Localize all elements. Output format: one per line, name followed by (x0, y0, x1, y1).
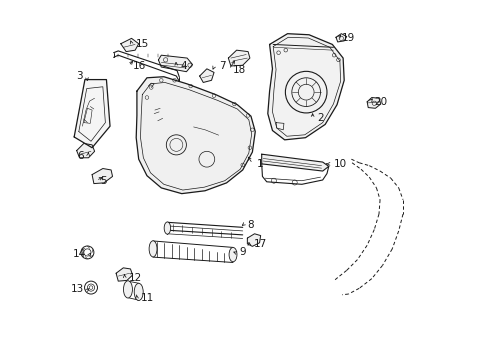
Text: 10: 10 (333, 159, 346, 169)
Text: 13: 13 (70, 284, 83, 294)
Text: 9: 9 (239, 247, 245, 257)
Ellipse shape (123, 281, 132, 298)
Text: 4: 4 (180, 61, 187, 71)
Text: 16: 16 (132, 61, 145, 71)
Polygon shape (247, 234, 260, 246)
Polygon shape (136, 77, 255, 194)
Text: 3: 3 (76, 71, 82, 81)
Polygon shape (77, 143, 94, 158)
Text: 20: 20 (373, 97, 386, 107)
Text: 18: 18 (233, 64, 246, 75)
Text: 17: 17 (253, 239, 266, 249)
Polygon shape (74, 80, 110, 148)
Text: 11: 11 (141, 293, 154, 303)
Text: 8: 8 (247, 220, 253, 230)
Text: 12: 12 (129, 273, 142, 283)
Text: 15: 15 (136, 40, 149, 49)
Polygon shape (121, 39, 139, 51)
Polygon shape (261, 154, 328, 171)
Ellipse shape (228, 247, 237, 262)
Ellipse shape (164, 222, 170, 234)
Polygon shape (92, 168, 112, 184)
Polygon shape (158, 55, 192, 72)
Polygon shape (267, 34, 344, 140)
Polygon shape (335, 34, 346, 42)
Ellipse shape (134, 283, 143, 301)
Ellipse shape (149, 241, 157, 257)
Text: 7: 7 (218, 61, 225, 71)
Polygon shape (199, 69, 214, 82)
Polygon shape (116, 268, 132, 281)
Polygon shape (228, 50, 249, 66)
Text: 19: 19 (341, 33, 355, 43)
Text: 6: 6 (77, 150, 83, 161)
Polygon shape (366, 98, 380, 108)
Text: 14: 14 (73, 248, 86, 258)
Text: 2: 2 (316, 113, 323, 123)
Text: 1: 1 (257, 159, 263, 169)
Text: 5: 5 (100, 176, 107, 186)
